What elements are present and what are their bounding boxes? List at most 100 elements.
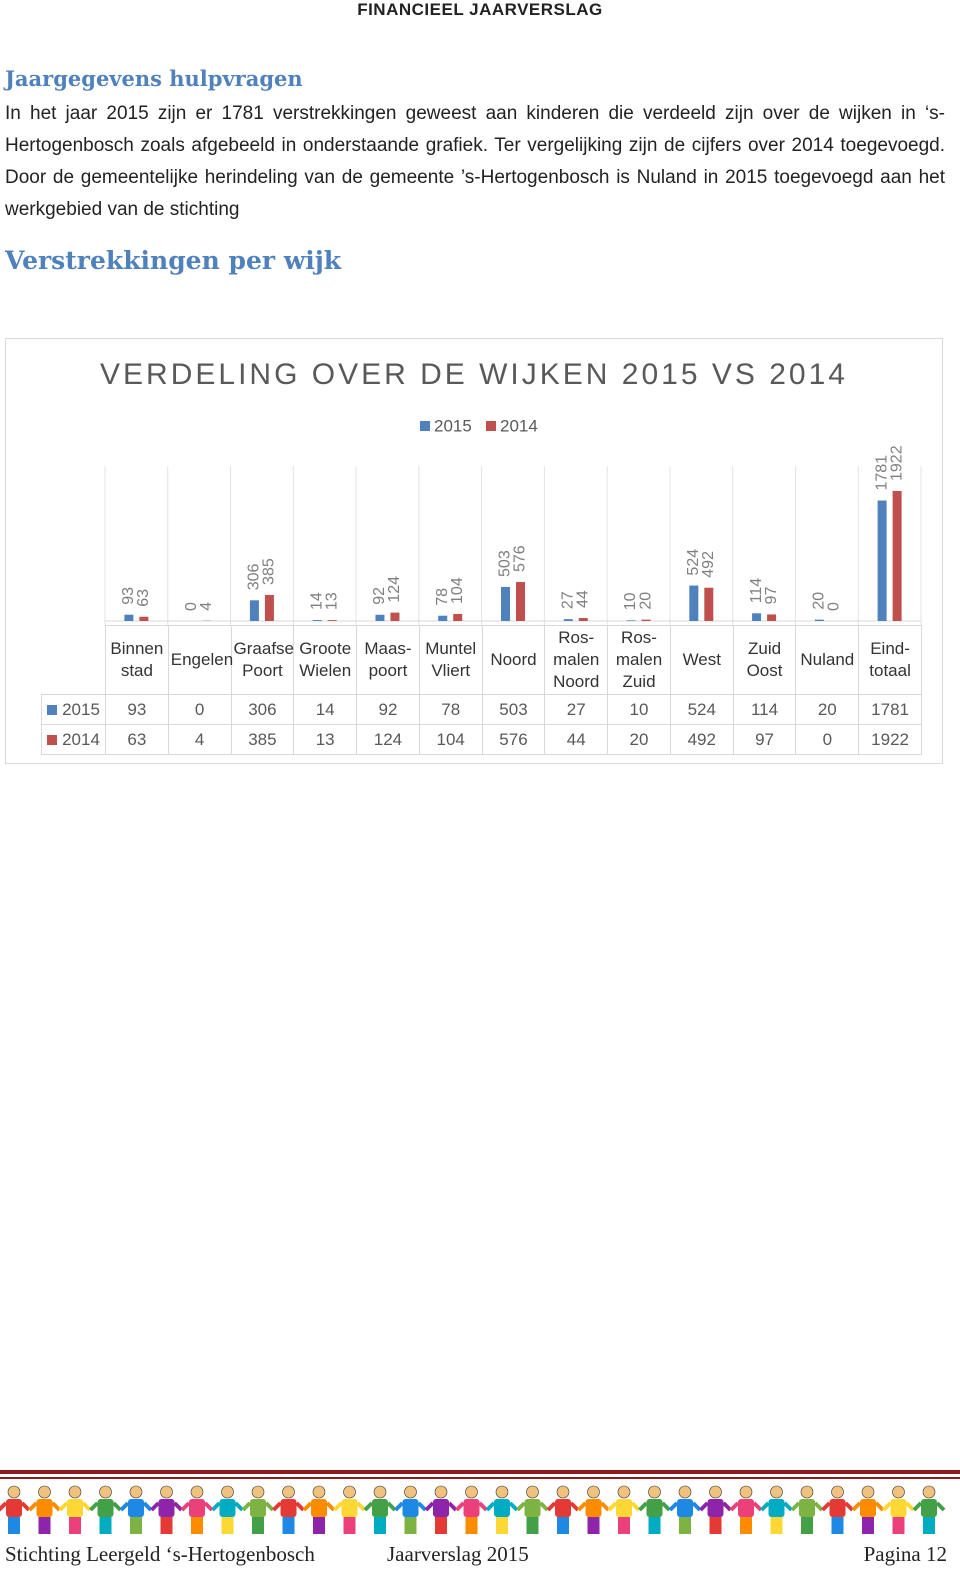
bar (264, 594, 274, 621)
child-body (433, 1499, 449, 1517)
child-legs (740, 1517, 752, 1534)
child-legs (130, 1517, 142, 1534)
data-label: 10 (622, 592, 639, 610)
child-body (585, 1499, 602, 1517)
child-head (617, 1485, 631, 1499)
child-arm (325, 1501, 336, 1512)
child-arm (424, 1501, 435, 1512)
child-arm (295, 1501, 305, 1512)
footer-left: Stichting Leergeld ‘s-Hertogenbosch (5, 1542, 315, 1566)
child-body (67, 1499, 83, 1517)
child-arm (333, 1501, 343, 1512)
child-head (282, 1485, 295, 1499)
child-arm (935, 1501, 946, 1512)
child-arm (752, 1501, 763, 1512)
child-head (190, 1485, 204, 1499)
bar (563, 619, 573, 621)
child-head (587, 1485, 600, 1499)
child-head (38, 1485, 51, 1499)
child-arm (722, 1501, 732, 1512)
child-arm (28, 1501, 38, 1512)
data-label: 20 (811, 592, 828, 610)
bar (689, 585, 699, 621)
child-legs (221, 1517, 234, 1534)
child-legs (831, 1517, 844, 1534)
child-arm (150, 1501, 160, 1512)
child-body (677, 1499, 693, 1517)
data-table: Binnen stad Engelen Graafse Poort Groote Wi… (41, 625, 922, 755)
child-arm (363, 1501, 374, 1512)
category-label: Ros-malen Zuid (607, 625, 671, 695)
bar (877, 500, 887, 621)
bar (139, 616, 149, 621)
bar (249, 600, 259, 621)
table-value: 97 (732, 724, 797, 755)
bar (124, 614, 134, 621)
bar (390, 612, 400, 621)
table-value: 524 (669, 694, 734, 725)
child-arm (112, 1501, 122, 1512)
child-legs (770, 1517, 783, 1534)
child-body (402, 1499, 419, 1517)
table-value: 4 (167, 724, 232, 755)
child-arm (394, 1501, 404, 1512)
category-label: Noord (481, 625, 546, 695)
child-legs (587, 1517, 600, 1534)
child-head (648, 1485, 661, 1499)
bar (501, 586, 510, 621)
table-value: 306 (230, 694, 295, 725)
child-arm (508, 1501, 519, 1512)
category-label: Maas-poort (356, 625, 420, 695)
child-body (128, 1499, 144, 1517)
category-label: Engelen (167, 625, 233, 695)
child-head (404, 1485, 417, 1499)
bar (767, 614, 777, 621)
child-head (678, 1485, 692, 1499)
child-legs (252, 1517, 264, 1534)
child-arm (630, 1501, 641, 1512)
table-row: 2015 93 0 306 14 92 78 503 27 10 524 114 20 1781 (41, 694, 922, 725)
child-body (524, 1499, 541, 1517)
data-label: 1922 (888, 445, 905, 481)
table-value: 63 (105, 724, 169, 755)
child-arm (0, 1501, 8, 1512)
child-body (158, 1499, 175, 1517)
child-arm (89, 1501, 99, 1512)
child-head (892, 1485, 905, 1499)
child-legs (374, 1517, 386, 1534)
child-head (99, 1485, 112, 1499)
child-body (860, 1499, 876, 1517)
legend-key (47, 704, 58, 715)
table-corner (41, 625, 106, 695)
child-head (495, 1485, 509, 1499)
child-body (799, 1499, 815, 1517)
child-arm (912, 1501, 923, 1512)
table-row: 2014 63 4 385 13 124 104 576 44 20 492 97 0 1922 (41, 724, 922, 755)
child-body (250, 1499, 266, 1517)
child-arm (455, 1501, 465, 1512)
series-name: 2015 (62, 699, 100, 719)
child-arm (874, 1501, 885, 1512)
child-head (251, 1485, 265, 1499)
table-value: 503 (481, 694, 546, 725)
bar (453, 613, 463, 621)
child-arm (173, 1501, 183, 1512)
child-head (739, 1485, 753, 1499)
bar (814, 619, 824, 621)
table-value: 93 (105, 694, 169, 725)
child-arm (790, 1501, 801, 1512)
child-arm (539, 1501, 549, 1512)
child-arm (20, 1501, 31, 1512)
chart-title: VERDELING OVER DE WIJKEN 2015 VS 2014 (100, 358, 848, 391)
data-label: 27 (559, 591, 576, 609)
data-label: 13 (323, 592, 340, 610)
child-body (36, 1499, 53, 1517)
child-legs (709, 1517, 722, 1534)
child-body (555, 1499, 571, 1517)
data-label: 78 (434, 588, 451, 606)
child-head (343, 1485, 356, 1499)
table-value: 492 (669, 724, 734, 755)
child-arm (81, 1501, 92, 1512)
child-arm (51, 1501, 61, 1512)
